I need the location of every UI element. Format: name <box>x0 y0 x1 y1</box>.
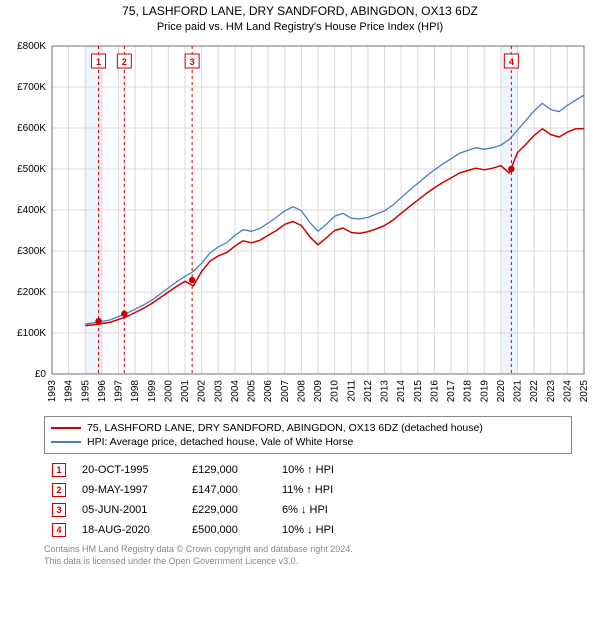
svg-text:2013: 2013 <box>380 379 391 402</box>
sale-delta: 6% ↓ HPI <box>274 500 342 520</box>
sale-delta: 10% ↓ HPI <box>274 520 342 540</box>
svg-text:2022: 2022 <box>529 379 540 402</box>
svg-text:1996: 1996 <box>97 379 108 402</box>
svg-text:2002: 2002 <box>197 379 208 402</box>
sale-date: 05-JUN-2001 <box>74 500 184 520</box>
svg-text:1997: 1997 <box>114 379 125 402</box>
svg-text:£300K: £300K <box>17 246 46 257</box>
legend-row: 75, LASHFORD LANE, DRY SANDFORD, ABINGDO… <box>51 421 565 435</box>
title-address: 75, LASHFORD LANE, DRY SANDFORD, ABINGDO… <box>8 4 592 20</box>
svg-text:2010: 2010 <box>330 379 341 402</box>
legend-label: HPI: Average price, detached house, Vale… <box>87 436 353 448</box>
sale-marker-box: 4 <box>52 523 66 537</box>
table-row: 2 09-MAY-1997£147,00011% ↑ HPI <box>44 480 342 500</box>
svg-text:2025: 2025 <box>579 379 590 402</box>
svg-text:1994: 1994 <box>64 379 75 402</box>
footer-line2: This data is licensed under the Open Gov… <box>44 556 572 568</box>
svg-text:2018: 2018 <box>463 379 474 402</box>
legend-swatch <box>51 441 81 443</box>
svg-text:£200K: £200K <box>17 287 46 298</box>
sale-marker-box: 1 <box>52 463 66 477</box>
svg-text:4: 4 <box>509 57 514 67</box>
svg-text:1993: 1993 <box>47 379 58 402</box>
svg-text:1995: 1995 <box>80 379 91 402</box>
svg-text:2008: 2008 <box>296 379 307 402</box>
svg-text:2016: 2016 <box>429 379 440 402</box>
sale-marker-box: 2 <box>52 483 66 497</box>
svg-text:2019: 2019 <box>479 379 490 402</box>
svg-text:2017: 2017 <box>446 379 457 402</box>
table-row: 4 18-AUG-2020£500,00010% ↓ HPI <box>44 520 342 540</box>
svg-text:1: 1 <box>96 57 101 67</box>
sale-date: 09-MAY-1997 <box>74 480 184 500</box>
legend: 75, LASHFORD LANE, DRY SANDFORD, ABINGDO… <box>44 416 572 454</box>
svg-text:2: 2 <box>122 57 127 67</box>
svg-text:3: 3 <box>190 57 195 67</box>
svg-text:2023: 2023 <box>546 379 557 402</box>
sale-price: £229,000 <box>184 500 274 520</box>
svg-text:£0: £0 <box>35 369 47 380</box>
table-row: 3 05-JUN-2001£229,0006% ↓ HPI <box>44 500 342 520</box>
footer-attribution: Contains HM Land Registry data © Crown c… <box>44 544 572 567</box>
chart-area: £0 £100K £200K £300K £400K £500K £600K £700K £80… <box>8 40 592 410</box>
sale-delta: 11% ↑ HPI <box>274 480 342 500</box>
sales-table: 1 20-OCT-1995£129,00010% ↑ HPI 2 09-MAY-199… <box>44 460 342 540</box>
svg-text:2024: 2024 <box>562 379 573 402</box>
sale-date: 20-OCT-1995 <box>74 460 184 480</box>
svg-text:£400K: £400K <box>17 205 46 216</box>
chart-titles: 75, LASHFORD LANE, DRY SANDFORD, ABINGDO… <box>8 4 592 34</box>
svg-text:2014: 2014 <box>396 379 407 402</box>
svg-text:2005: 2005 <box>247 379 258 402</box>
svg-text:£700K: £700K <box>17 82 46 93</box>
svg-text:2001: 2001 <box>180 379 191 402</box>
svg-text:1999: 1999 <box>147 379 158 402</box>
svg-text:2021: 2021 <box>513 379 524 402</box>
svg-text:£800K: £800K <box>17 41 46 52</box>
svg-text:2000: 2000 <box>163 379 174 402</box>
legend-swatch <box>51 427 81 429</box>
sale-price: £129,000 <box>184 460 274 480</box>
svg-text:2007: 2007 <box>280 379 291 402</box>
svg-text:£600K: £600K <box>17 123 46 134</box>
sale-price: £147,000 <box>184 480 274 500</box>
svg-text:2011: 2011 <box>346 379 357 401</box>
chart-svg: £0 £100K £200K £300K £400K £500K £600K £700K £80… <box>8 40 592 410</box>
svg-text:2003: 2003 <box>213 379 224 402</box>
svg-text:1998: 1998 <box>130 379 141 402</box>
svg-text:2012: 2012 <box>363 379 374 402</box>
footer-line1: Contains HM Land Registry data © Crown c… <box>44 544 572 556</box>
sale-delta: 10% ↑ HPI <box>274 460 342 480</box>
legend-row: HPI: Average price, detached house, Vale… <box>51 435 565 449</box>
svg-text:2006: 2006 <box>263 379 274 402</box>
legend-label: 75, LASHFORD LANE, DRY SANDFORD, ABINGDO… <box>87 422 483 434</box>
svg-text:£100K: £100K <box>17 328 46 339</box>
title-subtitle: Price paid vs. HM Land Registry's House … <box>8 20 592 34</box>
svg-text:2020: 2020 <box>496 379 507 402</box>
sale-marker-box: 3 <box>52 503 66 517</box>
svg-text:2004: 2004 <box>230 379 241 402</box>
svg-text:£500K: £500K <box>17 164 46 175</box>
table-row: 1 20-OCT-1995£129,00010% ↑ HPI <box>44 460 342 480</box>
sale-date: 18-AUG-2020 <box>74 520 184 540</box>
svg-text:2009: 2009 <box>313 379 324 402</box>
svg-text:2015: 2015 <box>413 379 424 402</box>
sale-price: £500,000 <box>184 520 274 540</box>
